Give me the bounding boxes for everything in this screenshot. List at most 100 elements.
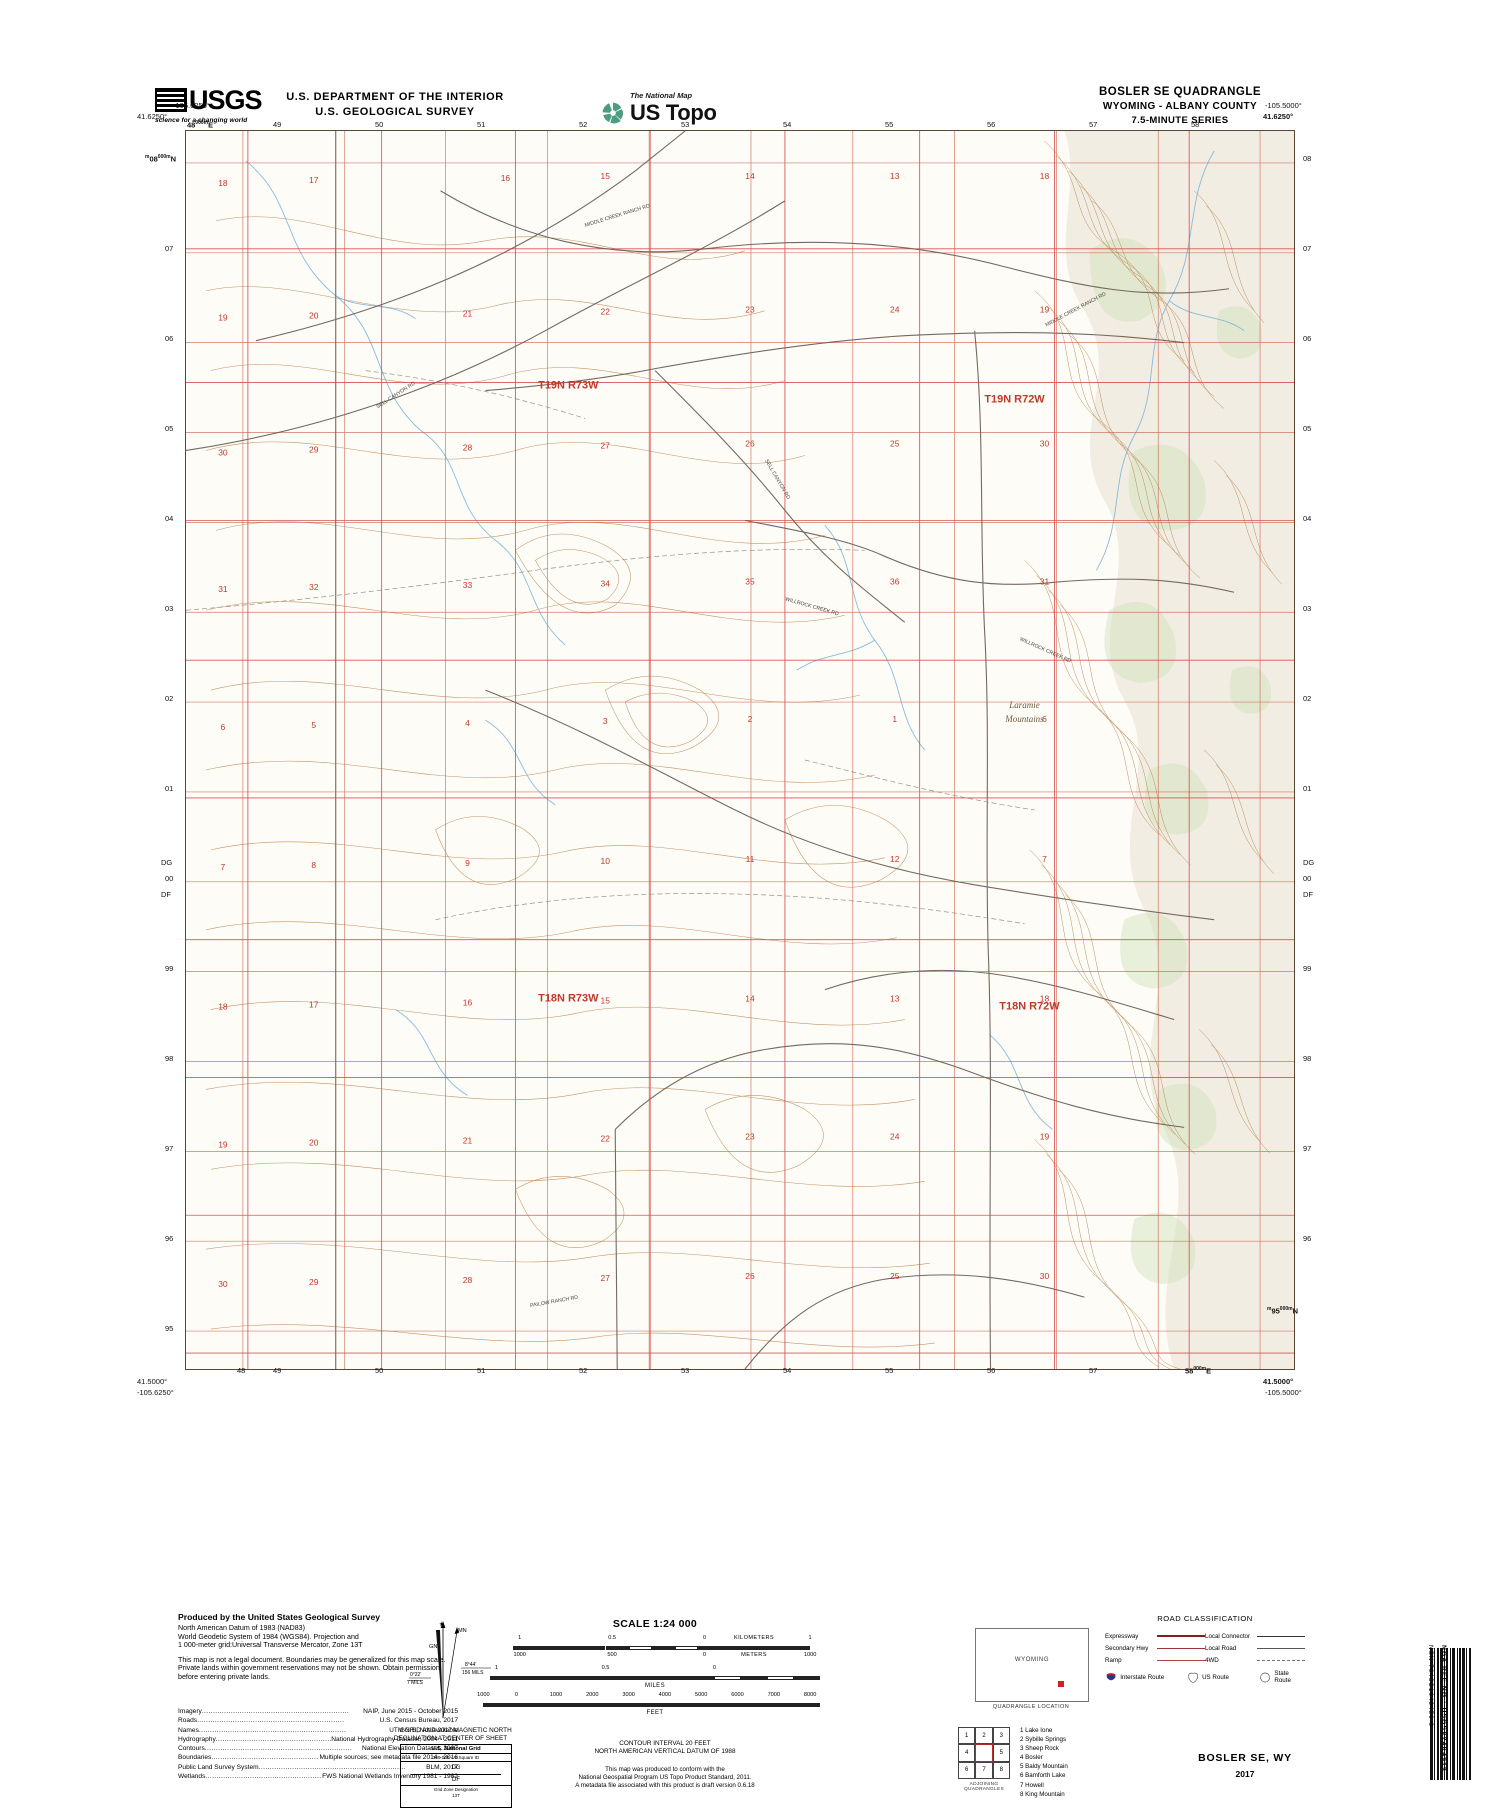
svg-text:17: 17 (309, 1000, 319, 1010)
4wd-line-icon (1257, 1659, 1305, 1661)
svg-text:15: 15 (601, 171, 611, 181)
svg-text:23: 23 (745, 1131, 755, 1141)
vertical-datum: NORTH AMERICAN VERTICAL DATUM OF 1988 (594, 1748, 736, 1756)
svg-text:33: 33 (463, 580, 473, 590)
svg-text:26: 26 (745, 1271, 755, 1281)
corner-lon-nw: -105.6250° (173, 101, 210, 110)
svg-text:19: 19 (1040, 305, 1050, 315)
scale-miles-labels: 1 0.5 0 (495, 1665, 716, 1671)
gz-designator-left-df: DF (161, 890, 171, 899)
scale-bar-feet (483, 1702, 820, 1709)
svg-text:29: 29 (309, 1277, 319, 1287)
source-row: Contours................................… (178, 1745, 458, 1753)
us-topo-title: US Topo (630, 100, 717, 125)
utm-northing-left-97: 97 (165, 1144, 174, 1153)
grid-box-footer-line-1: Grid Zone Designation (434, 1786, 478, 1792)
map-neatline[interactable]: 18 17 16 15 14 13 18 19 20 21 22 23 24 19 30 29 28… (185, 130, 1295, 1370)
svg-text:8: 8 (311, 860, 316, 870)
department-title: U.S. DEPARTMENT OF THE INTERIOR U.S. GEO… (250, 90, 540, 120)
corner-lon-ne: -105.5000° (1265, 101, 1302, 110)
svg-text:7: 7 (221, 862, 226, 872)
svg-text:16: 16 (501, 173, 511, 183)
road-legend-item: Local Road (1205, 1642, 1305, 1654)
utm-easting-bottom-53: 53 (681, 1366, 690, 1375)
utm-northing-left-02: 02 (165, 694, 174, 703)
svg-text:Mountains: Mountains (1004, 714, 1044, 724)
utm-northing-right-01: 01 (1303, 784, 1312, 793)
road-classification-title: ROAD CLASSIFICATION (1157, 1614, 1253, 1623)
interstate-route-label: Interstate Route (1120, 1673, 1165, 1681)
adjoining-cell-center (975, 1744, 993, 1762)
utm-easting-bottom-58: 58000mE (1185, 1366, 1212, 1376)
gz-designator-right-dg: DG (1303, 858, 1315, 867)
declination-note: UTM GRID AND 2017 MAGNETIC NORTH DECLINA… (378, 1727, 523, 1743)
utm-northing-left-07: 07 (165, 244, 174, 253)
svg-text:30: 30 (1040, 438, 1050, 448)
utm-easting-bottom-55: 55 (885, 1366, 894, 1375)
usgs-logo: USGS science for a changing world (155, 86, 263, 128)
utm-northing-right-05: 05 (1303, 424, 1312, 433)
contour-interval: CONTOUR INTERVAL 20 FEET (619, 1740, 711, 1747)
svg-text:GN: GN (429, 1644, 437, 1650)
utm-northing-right-99: 99 (1303, 964, 1312, 973)
source-row: Public Land Survey System...............… (178, 1763, 458, 1771)
state-name-label: WYOMING (1014, 1657, 1050, 1663)
township-label: T19N R73W (538, 380, 599, 392)
utm-northing-left-03: 03 (165, 604, 174, 613)
scale-feet-unit: FEET (646, 1710, 664, 1716)
utm-easting-top-51: 51 (477, 120, 486, 129)
svg-text:1: 1 (892, 714, 897, 724)
utm-easting-top-58: 58 (1191, 120, 1200, 129)
usgs-tagline: science for a changing world (155, 117, 248, 124)
svg-text:34: 34 (601, 578, 611, 588)
svg-text:18: 18 (1040, 171, 1050, 181)
scale-block: SCALE 1:24 000 1 0.5 0 1 KILOMETERS 1000… (477, 1618, 820, 1716)
map-body[interactable]: 18 17 16 15 14 13 18 19 20 21 22 23 24 19 30 29 28… (137, 101, 1314, 1397)
road-legend-item: Expressway (1105, 1630, 1205, 1642)
svg-text:7 MILS: 7 MILS (407, 1680, 424, 1686)
svg-text:27: 27 (601, 440, 611, 450)
adjoining-quadrangles-grid: 1 2 3 4 5 6 7 8 (958, 1727, 1010, 1779)
source-row: Wetlands................................… (178, 1773, 458, 1781)
utm-northing-right-02: 02 (1303, 694, 1312, 703)
utm-northing-left-05: 05 (165, 424, 174, 433)
scale-km-labels: 1 0.5 0 1 KILOMETERS (518, 1635, 812, 1641)
svg-text:31: 31 (218, 584, 228, 594)
topographic-map-canvas[interactable]: 18 17 16 15 14 13 18 19 20 21 22 23 24 19 30 29 28… (186, 131, 1294, 1369)
credits-disclaimer: This map is not a legal document. Bounda… (178, 1655, 446, 1681)
utm-easting-top-52: 52 (579, 120, 588, 129)
footer-quadrangle-name: BOSLER SE, WY (1198, 1752, 1292, 1764)
adjoining-quadrangle-names: 1 Lake Ione 2 Sybille Springs 3 Sheep Ro… (1020, 1726, 1068, 1799)
barcode-ref-label: NGA REF NO.: USGSX24K4919 (1440, 1645, 1447, 1772)
road-legend-item: 4WD (1205, 1654, 1305, 1666)
township-label: T18N R72W (999, 1001, 1060, 1013)
scale-meters-labels: 1000 500 0 1000 METERS (513, 1652, 817, 1658)
road-legend-left-column: Expressway Secondary Hwy Ramp (1105, 1630, 1205, 1666)
svg-text:Laramie: Laramie (1008, 700, 1039, 710)
utm-northing-left-08: m08000mN (145, 154, 177, 164)
adjoining-cell-2: 2 (975, 1727, 993, 1745)
svg-text:21: 21 (463, 1135, 473, 1145)
svg-text:28: 28 (463, 442, 473, 452)
utm-northing-left-04: 04 (165, 514, 174, 523)
utm-northing-left-99: 99 (165, 964, 174, 973)
svg-text:19: 19 (1040, 1131, 1050, 1141)
svg-text:24: 24 (890, 305, 900, 315)
corner-lon-sw: -105.6250° (137, 1388, 174, 1397)
svg-text:5: 5 (311, 720, 316, 730)
usgs-wave-icon (155, 88, 187, 112)
scale-feet-labels: 1000 0 1000 2000 3000 4000 5000 6000 700… (477, 1692, 817, 1698)
svg-text:28: 28 (463, 1275, 473, 1285)
svg-text:19: 19 (218, 1139, 228, 1149)
adjoining-cell-4: 4 (958, 1744, 976, 1762)
conformance-note: This map was produced to conform with th… (520, 1766, 810, 1791)
grid-box-cell-df: DF (452, 1776, 460, 1783)
scale-bar-metric (490, 1645, 820, 1652)
svg-text:★: ★ (439, 1621, 444, 1628)
utm-easting-top-57: 57 (1089, 120, 1098, 129)
utm-easting-bottom-54: 54 (783, 1366, 792, 1375)
utm-northing-left-98: 98 (165, 1054, 174, 1063)
corner-lat-ne: 41.6250° (1263, 112, 1294, 121)
utm-easting-bottom-56: 56 (987, 1366, 996, 1375)
